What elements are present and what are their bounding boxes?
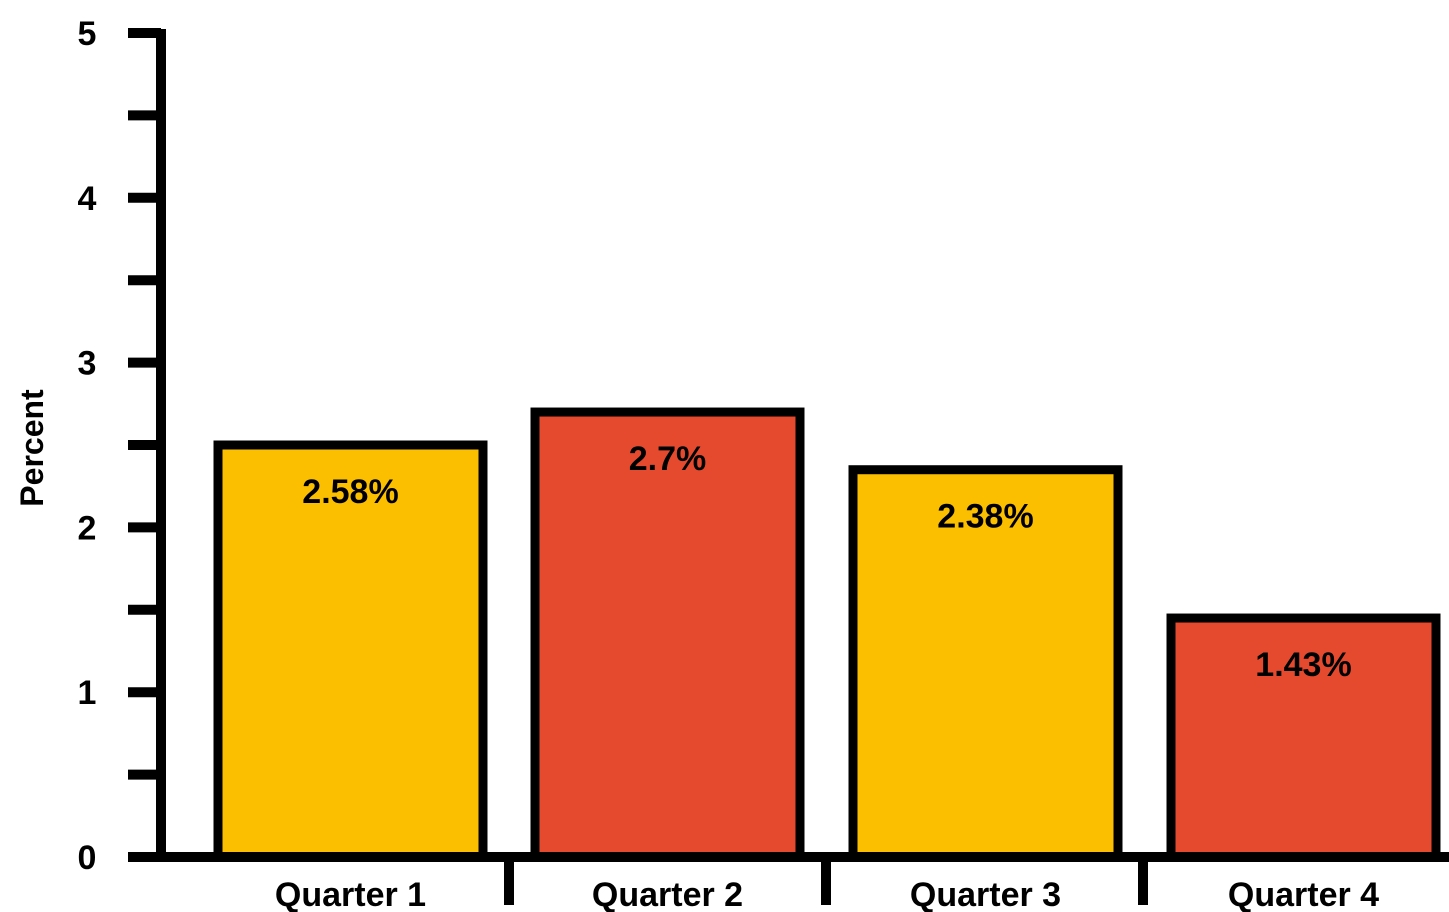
labels-layer: 2.58% 2.7% 2.38% 1.43% 0 1 2 3 4 5 Quarter 1 Quarte… — [78, 15, 1380, 912]
y-tick-label-0: 0 — [78, 839, 97, 877]
y-tick-label-5: 5 — [78, 15, 97, 53]
x-category-label-2: Quarter 2 — [592, 876, 743, 912]
x-category-label-1: Quarter 1 — [275, 876, 426, 912]
y-tick-label-1: 1 — [78, 674, 97, 712]
bar-3 — [848, 465, 1123, 862]
x-category-label-3: Quarter 3 — [910, 876, 1061, 912]
bar-2 — [530, 407, 805, 862]
y-axis-title: Percent — [14, 389, 50, 507]
x-category-label-4: Quarter 4 — [1228, 876, 1379, 912]
bar-value-label-2: 2.7% — [629, 440, 707, 478]
bar-value-label-3: 2.38% — [937, 498, 1033, 536]
axes-layer — [128, 28, 1449, 905]
y-tick-label-3: 3 — [78, 345, 97, 383]
y-tick-label-2: 2 — [78, 509, 97, 547]
y-tick-label-4: 4 — [78, 180, 97, 218]
bars-layer — [213, 407, 1441, 862]
bar-1 — [213, 440, 488, 862]
bar-value-label-1: 2.58% — [302, 473, 398, 511]
bar-value-label-4: 1.43% — [1255, 646, 1351, 684]
